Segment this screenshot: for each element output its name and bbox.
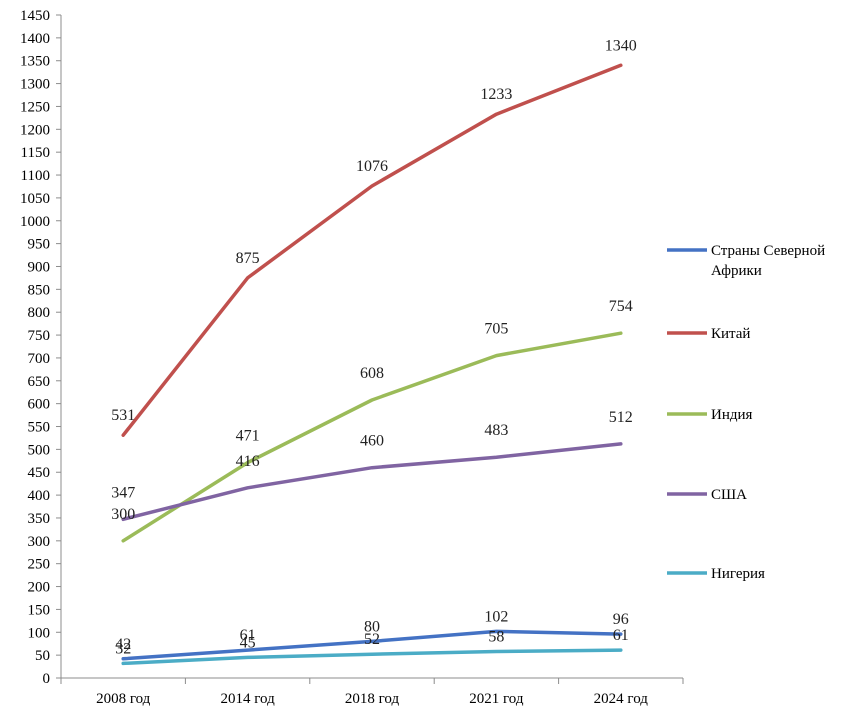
y-tick-label: 1250 [20, 99, 50, 115]
data-labels: 42 61 80 102 96 531 875 1076 1233 1340 300 471 608 70… [111, 37, 637, 657]
data-label: 1340 [605, 37, 637, 54]
data-label: 471 [236, 428, 260, 445]
y-tick-label: 700 [28, 351, 51, 367]
series-line [121, 629, 623, 661]
y-tick-label: 550 [28, 420, 51, 436]
y-tick-label: 1450 [20, 8, 50, 24]
x-tick-label: 2014 год [220, 691, 275, 707]
data-label: 102 [484, 608, 508, 625]
data-label: 347 [111, 484, 135, 501]
y-tick-label: 650 [28, 374, 51, 390]
y-tick-label: 900 [28, 259, 51, 275]
legend-entry: Нигерия [711, 566, 765, 582]
y-tick-label: 1200 [20, 122, 50, 138]
data-label: 512 [609, 409, 633, 426]
data-label: 531 [111, 407, 135, 424]
y-tick-label: 300 [28, 534, 51, 550]
legend: Страны Северной Африки Китай Индия США Нигери… [667, 243, 825, 582]
data-label: 58 [488, 628, 504, 645]
y-tick-label: 1300 [20, 77, 50, 93]
y-tick-label: 0 [43, 671, 51, 687]
y-tick-label: 1350 [20, 54, 50, 70]
data-label: 61 [240, 627, 256, 644]
y-tick-label: 950 [28, 237, 51, 253]
x-tick-label: 2021 год [469, 691, 524, 707]
series-line [121, 442, 623, 522]
y-tick-label: 850 [28, 282, 51, 298]
data-label: 45 [240, 634, 256, 651]
y-tick-label: 1400 [20, 31, 50, 47]
legend-entry: Индия [711, 407, 753, 423]
legend-entry: США [711, 487, 747, 503]
series-lines [121, 63, 623, 666]
y-tick-label: 100 [28, 625, 51, 641]
y-tick-label: 50 [35, 648, 50, 664]
axes: 0 50 100 150 200 250 300 350 400 450 500 550 600 650 7… [20, 8, 684, 707]
y-tick-label: 750 [28, 328, 51, 344]
data-label: 42 [115, 636, 131, 653]
y-tick-label: 1150 [21, 145, 50, 161]
data-label: 96 [613, 611, 629, 628]
data-label: 1233 [480, 86, 512, 103]
y-tick-label: 1050 [20, 191, 50, 207]
y-tick-label: 250 [28, 557, 51, 573]
y-tick-label: 450 [28, 465, 51, 481]
legend-entry: Страны Северной Африки [711, 243, 825, 279]
data-label: 754 [609, 298, 633, 315]
data-label: 300 [111, 506, 135, 523]
y-tick-label: 600 [28, 397, 51, 413]
series-line [121, 648, 623, 666]
data-label: 608 [360, 365, 384, 382]
y-tick-label: 800 [28, 305, 51, 321]
y-tick-label: 350 [28, 511, 51, 527]
y-tick-label: 150 [28, 602, 51, 618]
data-label: 32 [115, 640, 131, 657]
y-tick-label: 400 [28, 488, 51, 504]
series-line [121, 331, 623, 543]
y-tick-label: 500 [28, 442, 51, 458]
x-tick-label: 2024 год [594, 691, 649, 707]
data-label: 483 [484, 422, 508, 439]
data-label: 1076 [356, 158, 388, 175]
data-label: 460 [360, 433, 384, 450]
series-line [121, 63, 623, 437]
legend-entry: Китай [711, 326, 750, 342]
y-tick-label: 200 [28, 580, 51, 596]
x-tick-label: 2008 год [96, 691, 151, 707]
data-label: 80 [364, 618, 380, 635]
data-label: 416 [236, 453, 260, 470]
y-tick-label: 1100 [21, 168, 50, 184]
data-label: 61 [613, 627, 629, 644]
data-label: 52 [364, 631, 380, 648]
x-tick-label: 2018 год [345, 691, 400, 707]
data-label: 705 [484, 321, 508, 338]
data-label: 875 [236, 250, 260, 267]
y-tick-label: 1000 [20, 214, 50, 230]
